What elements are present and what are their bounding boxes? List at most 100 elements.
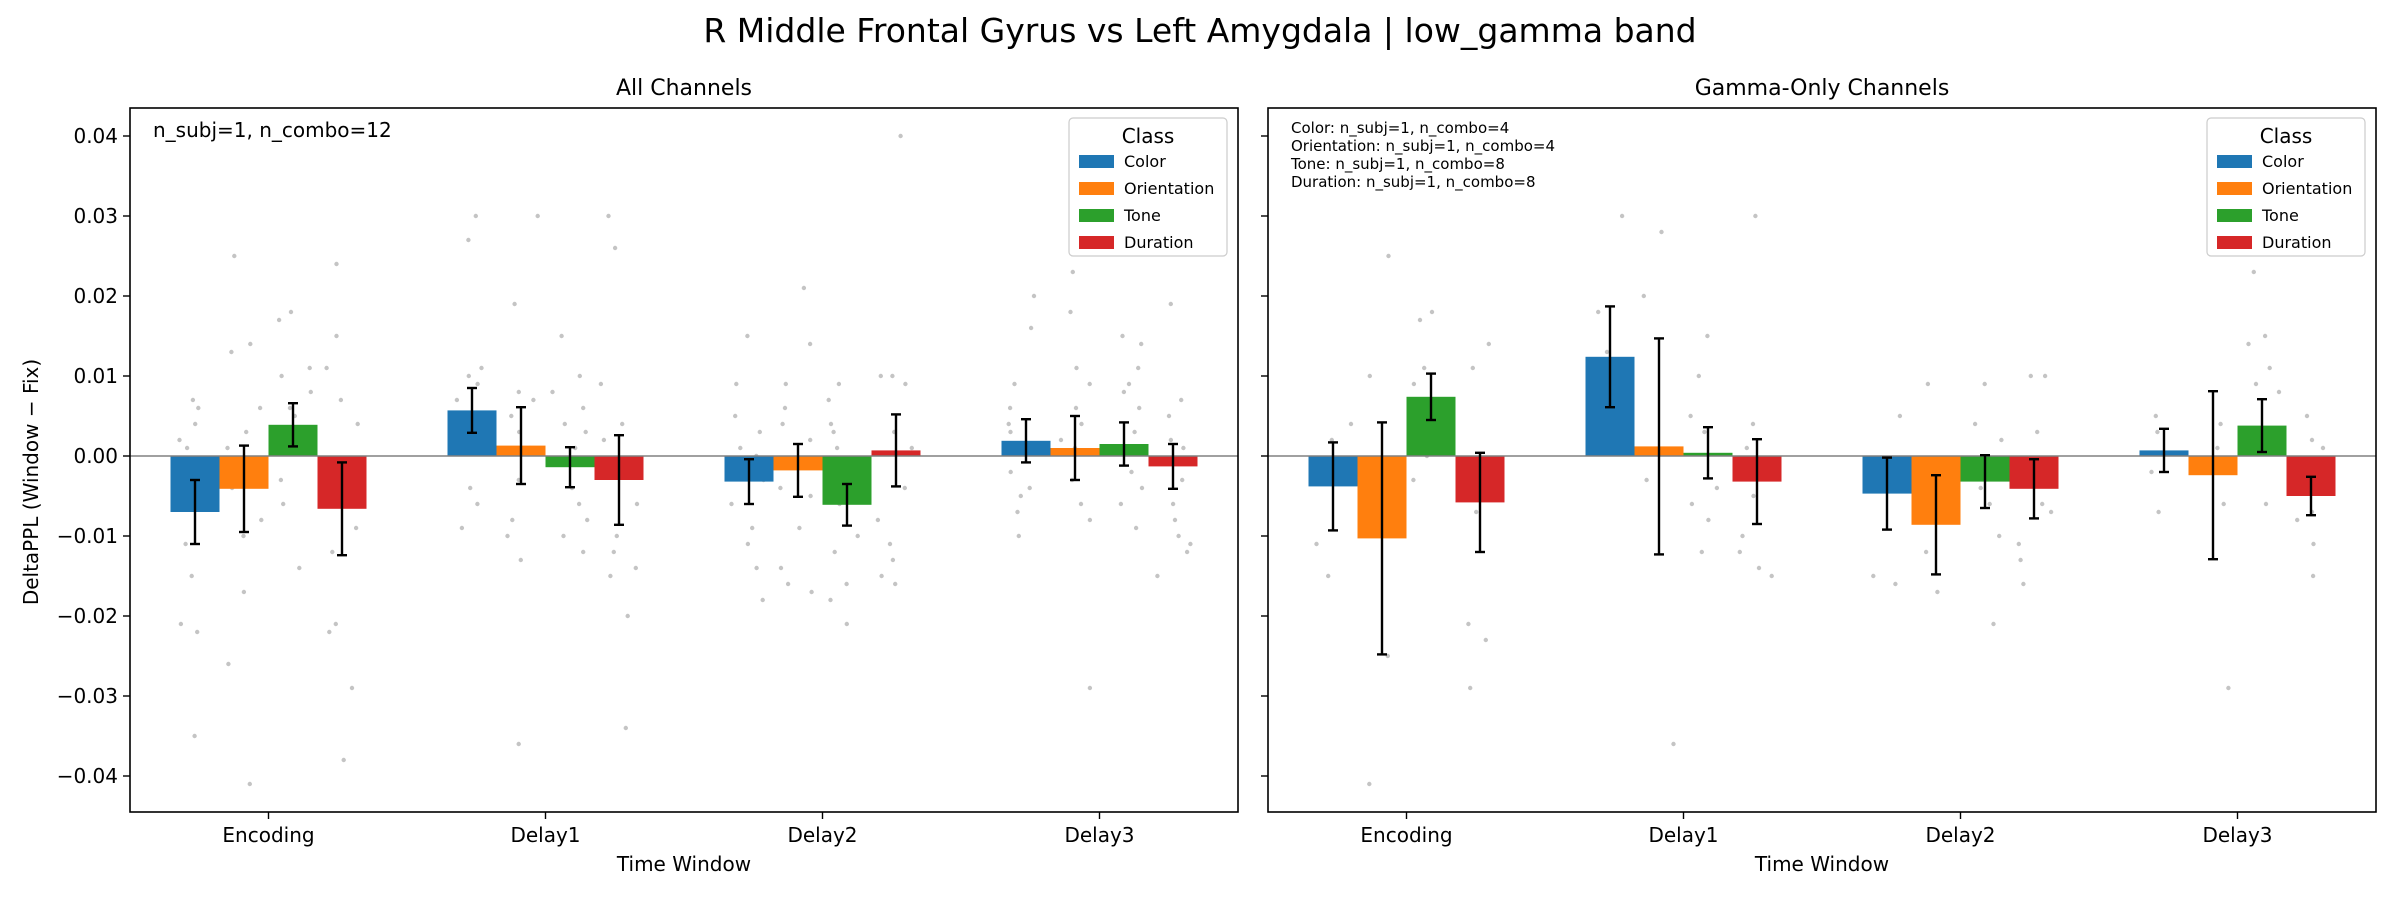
data-point [738, 445, 743, 451]
data-point [349, 685, 355, 691]
data-point [232, 253, 237, 259]
data-point [1326, 573, 1331, 579]
data-point [875, 517, 881, 523]
data-point [1923, 549, 1929, 555]
data-point [1699, 549, 1705, 555]
data-point [1486, 341, 1492, 347]
data-point [754, 565, 759, 571]
data-point [2262, 333, 2268, 339]
data-point [1118, 501, 1124, 507]
data-point [2309, 437, 2315, 443]
data-point [259, 517, 264, 523]
data-point [229, 349, 234, 355]
data-point [226, 661, 231, 667]
data-point [1740, 533, 1745, 539]
data-point [598, 381, 604, 387]
data-point [330, 549, 335, 555]
data-point [2016, 541, 2022, 547]
data-point [1008, 429, 1013, 435]
y-tick-label: −0.03 [57, 684, 118, 708]
data-point [225, 445, 230, 451]
data-point [585, 517, 590, 523]
data-point [1329, 437, 1335, 443]
data-point [531, 397, 536, 403]
data-point [1468, 685, 1473, 691]
data-point [193, 421, 198, 427]
data-point [333, 621, 338, 627]
data-point [611, 549, 616, 555]
x-tick-label: Delay1 [510, 823, 580, 847]
data-point [826, 397, 831, 403]
data-point [535, 213, 540, 219]
data-point [1006, 421, 1011, 427]
data-point [308, 389, 313, 395]
data-point [281, 501, 286, 507]
data-point [1073, 405, 1079, 411]
data-point [608, 573, 613, 579]
legend-label-tone: Tone [1123, 206, 1161, 225]
data-point [1012, 381, 1017, 387]
data-point [734, 381, 739, 387]
data-point [334, 333, 339, 339]
data-point [1705, 333, 1710, 339]
data-point [195, 629, 200, 635]
x-tick-label: Delay2 [1925, 823, 1995, 847]
data-point [516, 741, 521, 747]
data-point [855, 533, 860, 539]
data-point [512, 301, 517, 307]
data-point [1604, 349, 1610, 355]
data-point [178, 621, 184, 627]
data-point [2018, 557, 2023, 563]
data-point [909, 445, 914, 451]
data-point [1641, 293, 1647, 299]
data-point [1139, 341, 1144, 347]
data-point [733, 413, 738, 419]
panel-all-channels: All Channels −0.04 −0.03 −0.02 −0.01 0.00 0.01… [57, 76, 1239, 876]
data-point [341, 757, 346, 763]
data-point [327, 629, 332, 635]
data-point [510, 517, 515, 523]
data-point [1348, 421, 1354, 427]
data-point [836, 381, 842, 387]
data-point [620, 421, 625, 427]
data-point [1483, 637, 1489, 643]
data-point [1121, 389, 1127, 395]
data-point [2310, 573, 2316, 579]
legend-swatch-color [1079, 155, 1114, 168]
data-point [505, 533, 510, 539]
data-point [1027, 485, 1032, 491]
data-point [1696, 373, 1702, 379]
annotation-text: Color: n_subj=1, n_combo=4 [1291, 119, 1509, 138]
data-point [2156, 509, 2161, 515]
data-point [2218, 421, 2223, 427]
data-point [808, 437, 813, 443]
data-point [893, 581, 898, 587]
data-point [844, 581, 849, 587]
data-point [1706, 517, 1711, 523]
data-point [2226, 685, 2231, 691]
data-point [1997, 533, 2002, 539]
data-point [1422, 365, 1427, 371]
data-point [473, 213, 478, 219]
data-point [780, 421, 785, 427]
data-point [338, 397, 344, 403]
data-point [903, 381, 908, 387]
data-point [890, 557, 896, 563]
data-point [2040, 501, 2045, 507]
data-point [633, 565, 638, 571]
data-point [287, 405, 293, 411]
data-point [808, 493, 813, 499]
data-point [2246, 341, 2251, 347]
data-point [2267, 365, 2272, 371]
x-axis-label: Time Window [1754, 852, 1889, 876]
data-point [1991, 621, 1996, 627]
data-point [1744, 445, 1750, 451]
data-point [454, 397, 460, 403]
data-point [1126, 381, 1132, 387]
data-point [1176, 533, 1181, 539]
data-point [2320, 445, 2326, 451]
data-point [2311, 541, 2316, 547]
data-point [279, 373, 284, 379]
legend-label-duration: Duration [1124, 233, 1194, 252]
